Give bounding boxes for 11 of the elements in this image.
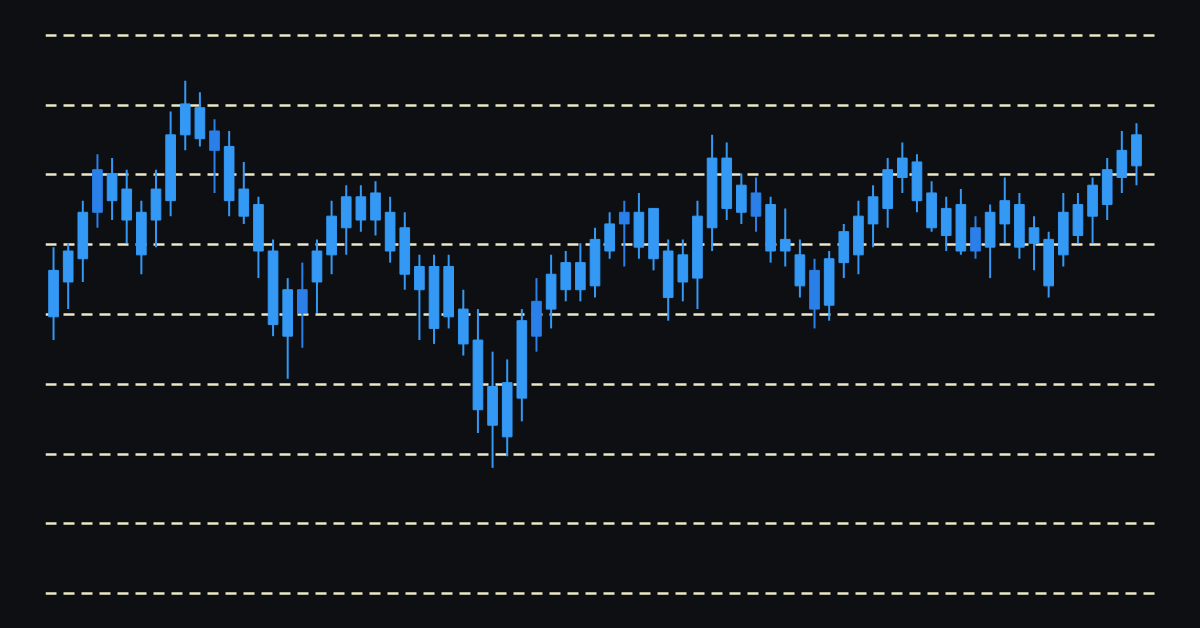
candlestick — [297, 261, 308, 349]
candlestick — [970, 215, 981, 260]
candlestick — [750, 176, 762, 233]
candlestick — [355, 184, 367, 233]
candlestick — [414, 253, 425, 342]
candlestick — [209, 118, 220, 194]
candlestick — [999, 176, 1011, 245]
candlestick — [1028, 215, 1040, 272]
candlestick — [897, 141, 908, 194]
candlestick — [618, 199, 630, 268]
candlestick — [779, 207, 791, 268]
